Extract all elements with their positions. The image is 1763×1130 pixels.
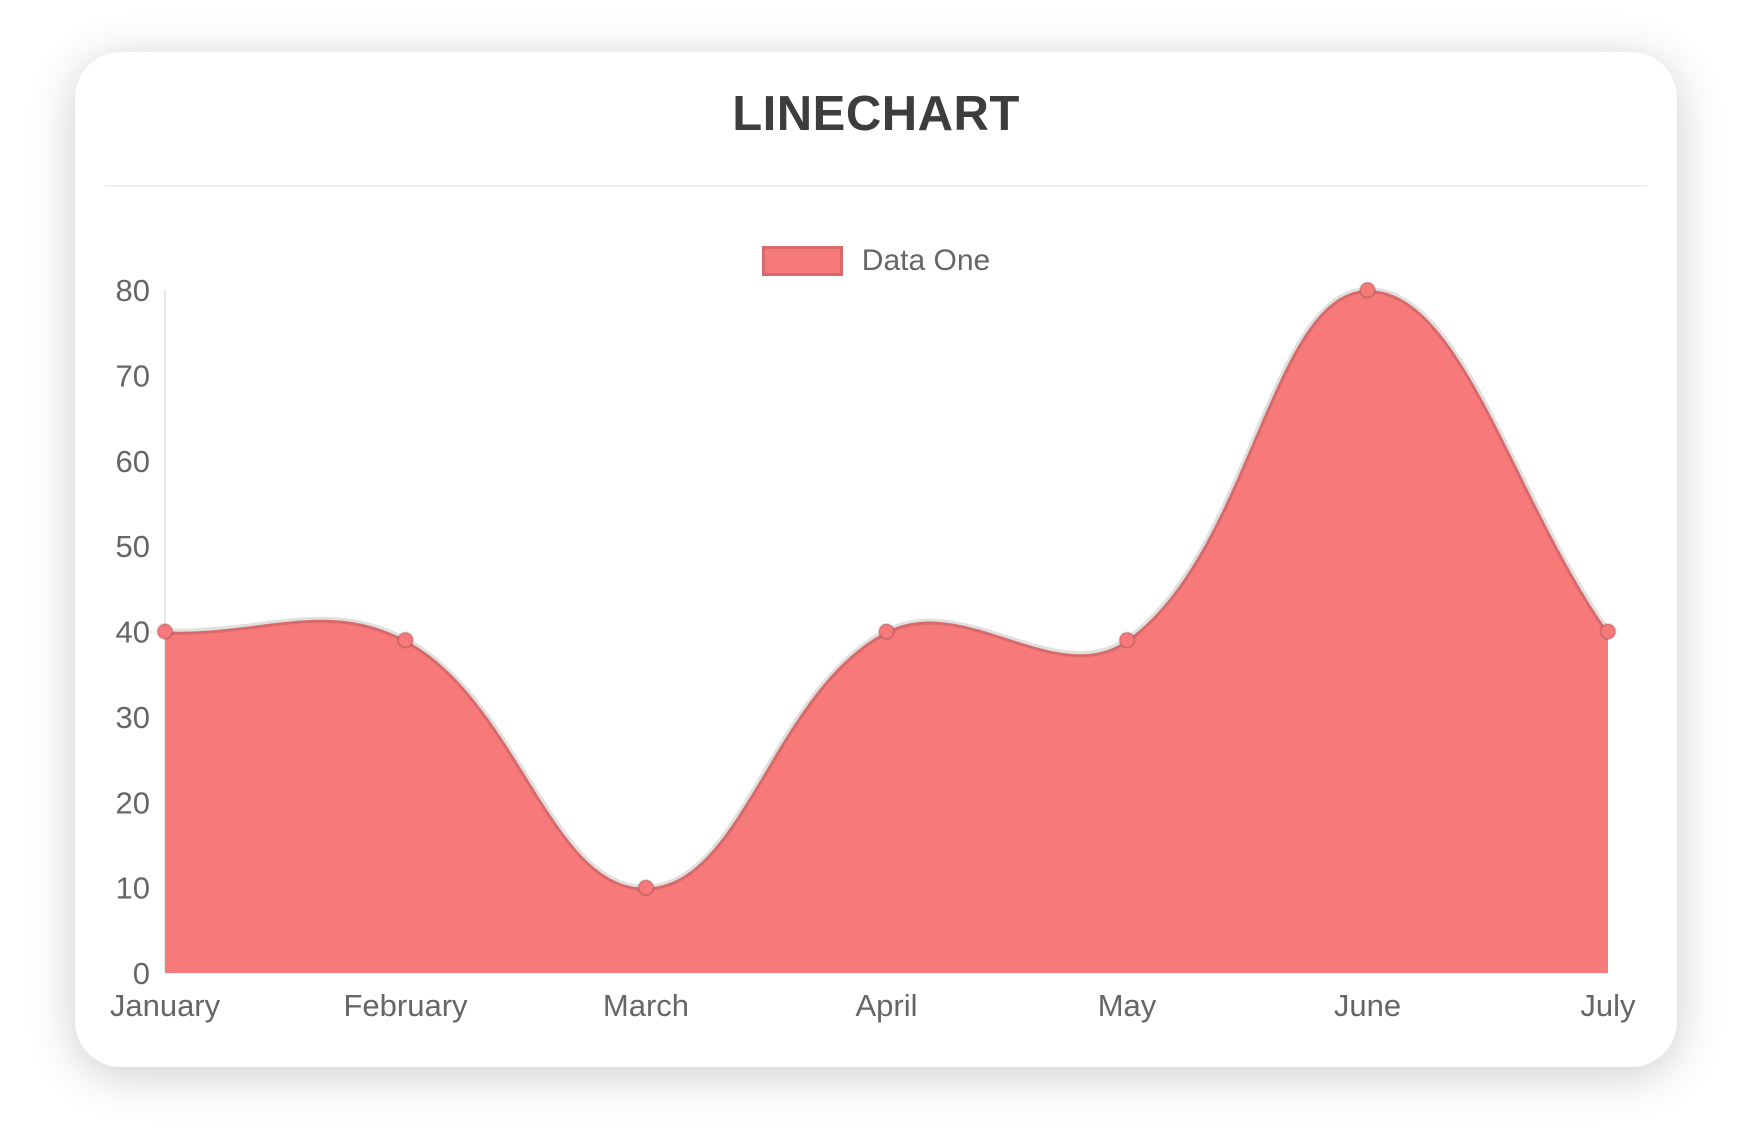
data-point-april[interactable] [878, 623, 895, 640]
x-axis-label: March [603, 988, 689, 1023]
x-axis-label: May [1098, 988, 1157, 1023]
title-divider [105, 185, 1647, 187]
x-axis-label: April [855, 988, 917, 1023]
chart-legend: Data One [75, 244, 1677, 278]
data-point-may[interactable] [1118, 631, 1136, 649]
y-axis-tick-label: 40 [116, 615, 150, 650]
data-point-february[interactable] [397, 631, 414, 649]
chart-title: LINECHART [732, 87, 1020, 141]
y-axis-tick-label: 70 [116, 358, 150, 393]
y-axis-tick-label: 30 [116, 700, 150, 735]
y-axis-tick-label: 50 [116, 529, 150, 564]
y-axis-tick-label: 60 [116, 444, 150, 479]
data-point-july[interactable] [1599, 623, 1617, 640]
y-axis-tick-label: 10 [116, 871, 150, 906]
legend-label: Data One [861, 244, 991, 277]
line-path [162, 287, 1611, 891]
y-axis-tick-label: 0 [133, 956, 150, 991]
y-axis-tick-label: 20 [116, 785, 150, 820]
x-axis-label: January [110, 988, 221, 1023]
legend-swatch [761, 246, 843, 276]
legend-item-data-one[interactable]: Data One [761, 244, 991, 278]
x-axis-label: February [343, 988, 468, 1023]
x-axis-label: July [1580, 988, 1636, 1023]
x-axis-label: June [1334, 988, 1401, 1023]
data-point-march[interactable] [637, 879, 655, 897]
data-point-june[interactable] [1359, 281, 1376, 299]
y-axis-tick-label: 80 [116, 273, 150, 308]
data-point-january[interactable] [156, 623, 174, 640]
